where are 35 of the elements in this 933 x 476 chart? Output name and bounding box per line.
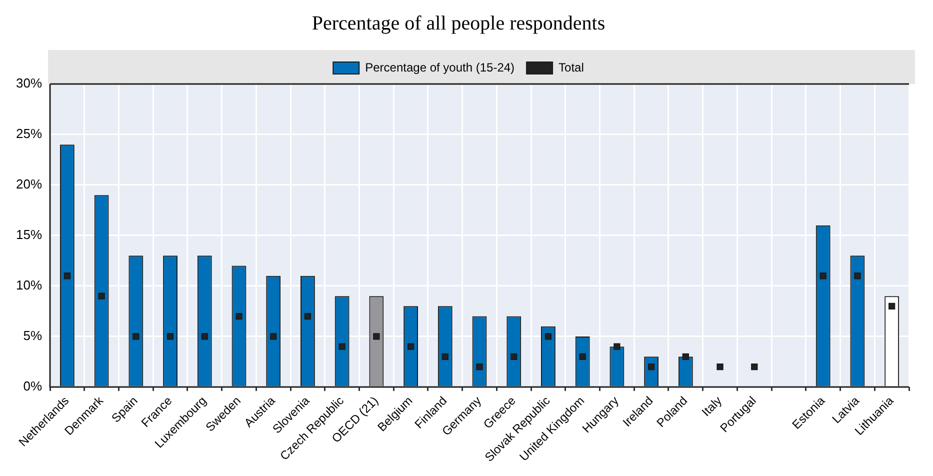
point bbox=[614, 343, 620, 350]
point bbox=[442, 353, 448, 360]
point bbox=[820, 272, 826, 280]
point bbox=[236, 312, 242, 320]
point bbox=[888, 302, 896, 310]
x-tick-label: Italy bbox=[699, 394, 724, 420]
point bbox=[64, 272, 71, 280]
point bbox=[132, 333, 140, 340]
point bbox=[201, 333, 208, 340]
point bbox=[166, 333, 174, 340]
point bbox=[270, 333, 277, 340]
point bbox=[338, 343, 346, 350]
point bbox=[510, 353, 518, 360]
point bbox=[304, 312, 312, 320]
y-tick-label: 0% bbox=[23, 378, 42, 394]
y-tick-label: 25% bbox=[16, 126, 42, 142]
point bbox=[579, 353, 586, 360]
y-tick-label: 15% bbox=[16, 227, 42, 242]
point bbox=[854, 272, 861, 280]
point bbox=[682, 353, 689, 360]
legend-label: Percentage of youth (15-24) bbox=[365, 60, 515, 74]
point bbox=[407, 343, 414, 350]
point bbox=[544, 333, 552, 340]
y-tick-label: 5% bbox=[23, 328, 42, 344]
point bbox=[373, 333, 380, 340]
chart-title: Percentage of all people respondents bbox=[312, 12, 606, 34]
y-tick-label: 20% bbox=[16, 176, 42, 192]
point bbox=[751, 363, 758, 370]
point bbox=[476, 363, 483, 370]
point bbox=[98, 292, 105, 300]
legend-label: Total bbox=[558, 60, 584, 74]
point bbox=[716, 363, 724, 370]
y-tick-label: 10% bbox=[16, 278, 42, 293]
y-tick-label: 30% bbox=[16, 76, 42, 91]
point bbox=[648, 363, 655, 370]
